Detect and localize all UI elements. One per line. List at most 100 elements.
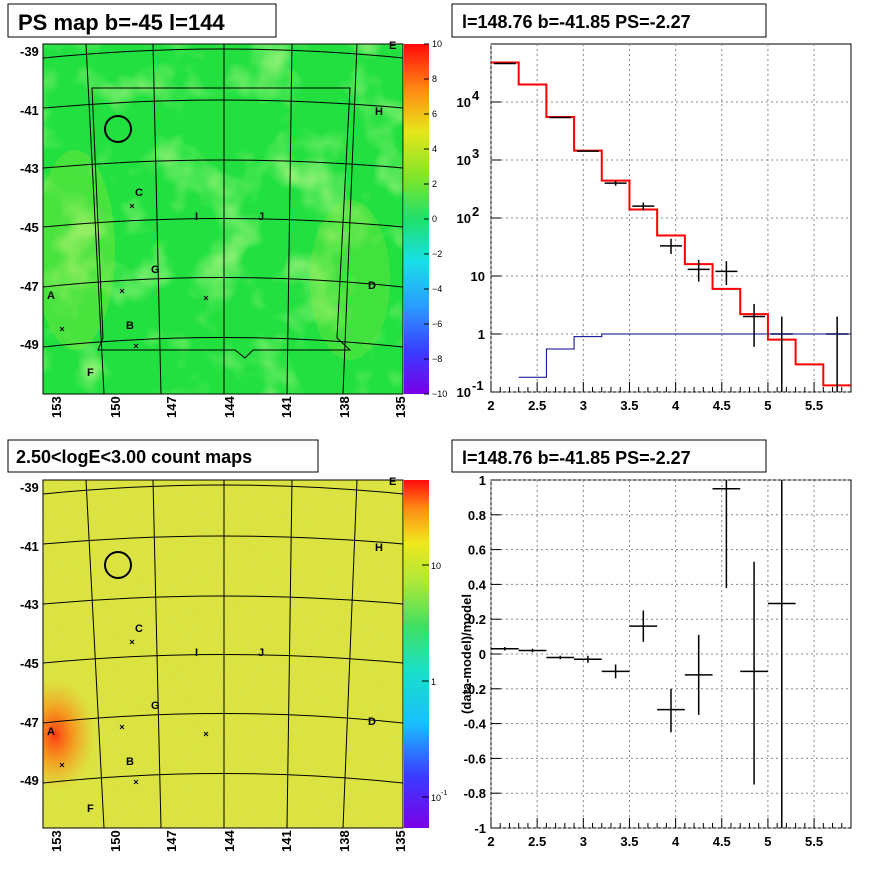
spectrum-ytick-label: 10 xyxy=(457,95,471,110)
residual-ytick-label: -0.2 xyxy=(464,682,486,697)
count-map-source-labels: E H C I J G A D B F xyxy=(47,476,396,815)
count-map-ytick: -45 xyxy=(20,656,39,671)
ps-map-x-markers xyxy=(59,203,209,349)
residual-ytick-label: -1 xyxy=(474,821,486,836)
ps-colorbar-label: −2 xyxy=(432,249,442,259)
ps-map-y-axis: -39 -41 -43 -45 -47 -49 xyxy=(20,44,39,352)
count-map-ytick: -41 xyxy=(20,539,39,554)
ps-map-title: PS map b=-45 l=144 xyxy=(18,10,225,35)
count-map-ytick: -47 xyxy=(20,715,39,730)
count-map-source-circle xyxy=(104,551,132,579)
residual-ytick-label: 0.6 xyxy=(468,543,486,558)
ps-map-label: I xyxy=(195,211,198,223)
ps-colorbar-label: 10 xyxy=(432,39,442,49)
count-map-label: B xyxy=(126,756,134,768)
count-map-label: E xyxy=(389,476,396,488)
spectrum-ytick-exponent: 2 xyxy=(472,204,479,219)
count-map-ytick: -39 xyxy=(20,480,39,495)
count-map-y-axis: -39 -41 -43 -45 -47 -49 xyxy=(20,480,39,788)
ps-map-colorbar-ticks xyxy=(424,43,429,395)
count-map-xtick: 147 xyxy=(164,830,179,852)
ps-map-label: C xyxy=(135,187,143,199)
ps-map-ytick: -41 xyxy=(20,103,39,118)
count-map-label: A xyxy=(47,726,55,738)
residual-ytick-label: 0.8 xyxy=(468,508,486,523)
ps-map-label: G xyxy=(151,264,160,276)
ps-colorbar-label: 0 xyxy=(432,214,437,224)
spectrum-xtick-label: 4.5 xyxy=(713,398,731,413)
ps-map-ytick: -47 xyxy=(20,279,39,294)
count-map-xtick: 135 xyxy=(393,830,408,852)
residual-xtick-label: 2.5 xyxy=(528,834,546,849)
spectrum-xtick-label: 5 xyxy=(764,398,771,413)
count-map-xtick: 141 xyxy=(279,830,294,852)
count-map-xtick: 138 xyxy=(337,830,352,852)
residual-panel: l=148.76 b=-41.85 PS=-2.27 2 2.5 3 3.5 4 4.5 5… xyxy=(451,439,852,849)
count-map-label: F xyxy=(87,803,94,815)
ps-map-x-axis: 153 150 147 144 141 138 135 xyxy=(49,396,408,418)
spectrum-title: l=148.76 b=-41.85 PS=-2.27 xyxy=(462,12,691,32)
ps-map-xtick: 138 xyxy=(337,396,352,418)
ps-colorbar-label: −8 xyxy=(432,354,442,364)
residual-ytick-label: -0.4 xyxy=(464,717,487,732)
residual-title: l=148.76 b=-41.85 PS=-2.27 xyxy=(462,448,691,468)
count-map-colorbar-labels: 10 1 10 -1 xyxy=(431,561,447,803)
count-map-title-box xyxy=(7,439,319,473)
spectrum-ytick-exponent: 3 xyxy=(472,146,479,161)
count-map-ytick: -43 xyxy=(20,597,39,612)
ps-map-label: A xyxy=(47,290,55,302)
ps-map-label: J xyxy=(258,211,264,223)
count-colorbar-label: 10 xyxy=(431,561,441,571)
residual-xtick-label: 3.5 xyxy=(620,834,638,849)
ps-map-ytick: -39 xyxy=(20,44,39,59)
count-map-frame xyxy=(42,479,404,829)
count-colorbar-label: 1 xyxy=(431,677,436,687)
ps-map-ytick: -45 xyxy=(20,220,39,235)
ps-map-panel: PS map b=-45 l=144 -39 -41 -43 xyxy=(7,3,447,418)
ps-colorbar-label: 4 xyxy=(432,144,437,154)
ps-map-label: H xyxy=(375,106,383,118)
residual-xtick-label: 5 xyxy=(764,834,771,849)
spectrum-xtick-label: 4 xyxy=(672,398,680,413)
ps-map-frame xyxy=(42,43,404,395)
ps-map-grid xyxy=(43,44,403,394)
count-map-xtick: 144 xyxy=(222,830,237,852)
count-colorbar-exponent: -1 xyxy=(441,790,447,797)
ps-colorbar-label: −6 xyxy=(432,319,442,329)
ps-map-ytick: -43 xyxy=(20,161,39,176)
count-map-ytick: -49 xyxy=(20,773,39,788)
spectrum-panel: l=148.76 b=-41.85 PS=-2.27 2 2.5 3 3.5 4 4.5 5… xyxy=(451,3,852,413)
spectrum-ytick-label: 10 xyxy=(457,153,471,168)
count-map-label: H xyxy=(375,542,383,554)
count-map-title: 2.50<logE<3.00 count maps xyxy=(16,447,252,467)
ps-map-xtick: 141 xyxy=(279,396,294,418)
spectrum-xtick-label: 5.5 xyxy=(805,398,823,413)
ps-colorbar-label: −10 xyxy=(432,389,447,399)
spectrum-ytick-label: 10 xyxy=(457,211,471,226)
count-map-label: I xyxy=(195,647,198,659)
ps-map-xtick: 147 xyxy=(164,396,179,418)
count-map-xtick: 150 xyxy=(108,830,123,852)
ps-map-colorbar-labels: 10 8 6 4 2 0 −2 −4 −6 −8 −10 xyxy=(432,39,447,399)
residual-y-axis-label: (data-model)/model xyxy=(459,594,474,714)
ps-colorbar-label: 8 xyxy=(432,74,437,84)
ps-map-label: F xyxy=(87,367,94,379)
ps-map-region-outline xyxy=(91,87,352,359)
count-map-x-markers xyxy=(59,639,209,785)
count-map-colorbar xyxy=(404,480,429,828)
residual-plot: 2 2.5 3 3.5 4 4.5 5 5.5 1 0.8 0.6 0.4 0.2 0 -0.2 -0.4 -0… xyxy=(459,473,852,849)
spectrum-ytick-exponent: 4 xyxy=(472,88,480,103)
count-map-grid xyxy=(43,480,403,828)
spectrum-ytick-label: 1 xyxy=(478,327,485,342)
residual-title-box xyxy=(451,439,767,473)
spectrum-ytick-label: 10 xyxy=(457,385,471,400)
residual-ytick-label: 0.2 xyxy=(468,612,486,627)
count-map-panel: 2.50<logE<3.00 count maps -39 -41 -43 xyxy=(7,439,447,852)
spectrum-ytick-exponent: -1 xyxy=(472,378,484,393)
residual-xtick-label: 3 xyxy=(580,834,587,849)
ps-map-label: E xyxy=(389,40,396,52)
residual-ytick-label: 1 xyxy=(479,473,486,488)
count-map-x-axis: 153 150 147 144 141 138 135 xyxy=(49,830,408,852)
